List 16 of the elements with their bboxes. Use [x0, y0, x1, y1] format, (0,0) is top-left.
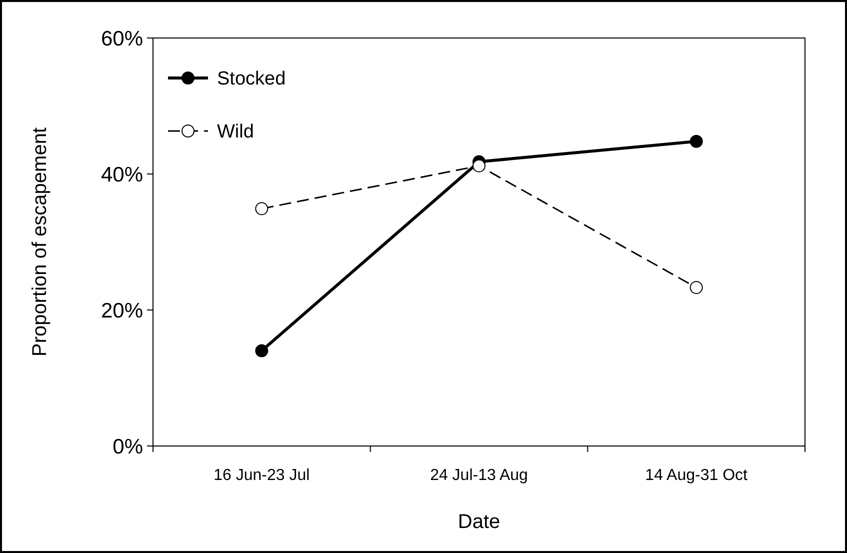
x-tick-label: 14 Aug-31 Oct: [645, 467, 748, 484]
legend-label: Stocked: [217, 68, 286, 90]
x-tick-label: 16 Jun-23 Jul: [214, 467, 310, 484]
point: [255, 344, 268, 358]
y-tick-label: 0%: [112, 435, 143, 458]
point: [255, 202, 268, 216]
point: [690, 134, 703, 148]
y-tick-label: 40%: [100, 163, 143, 186]
legend-label: Wild: [217, 122, 254, 143]
point: [690, 281, 703, 294]
y-tick-label: 20%: [100, 299, 143, 322]
point: [472, 159, 486, 172]
x-tick-label: 24 Jul-13 Aug: [430, 467, 528, 484]
y-axis-title: Proportion of escapement: [29, 127, 51, 357]
y-tick-label: 60%: [100, 27, 143, 50]
x-axis-title: Date: [458, 511, 500, 533]
